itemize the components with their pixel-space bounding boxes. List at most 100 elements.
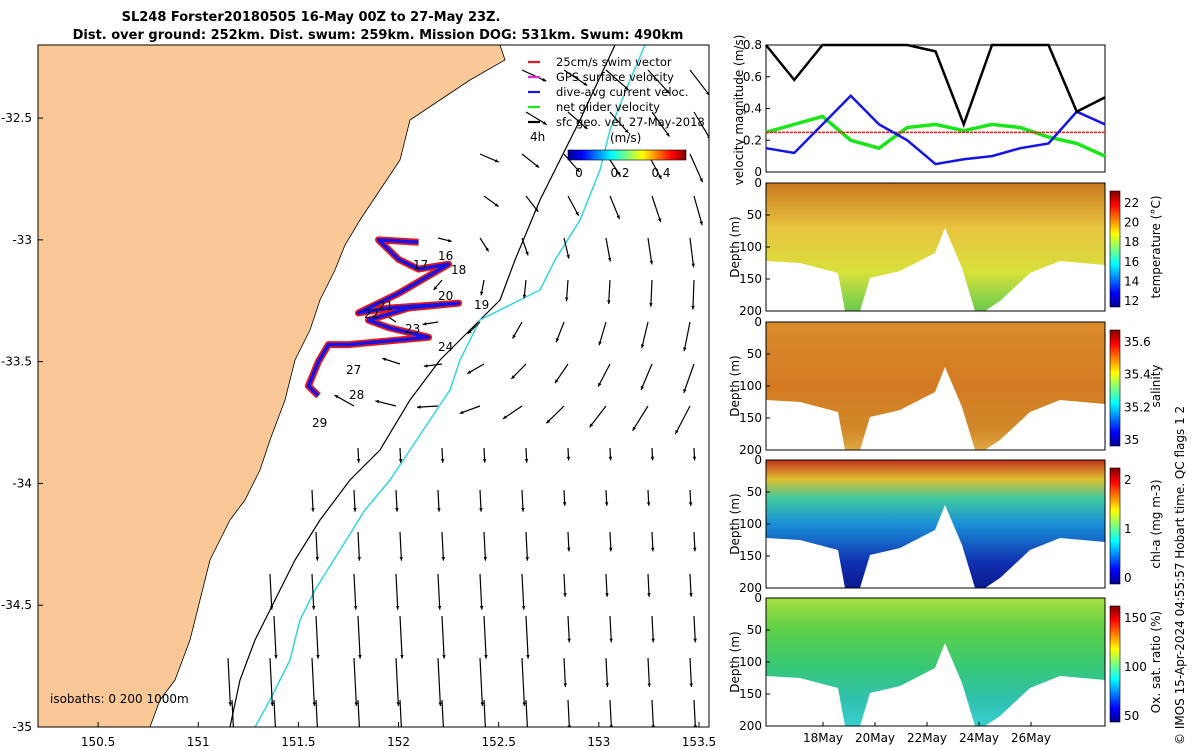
current-arrow (395, 657, 399, 707)
current-arrowhead (675, 429, 679, 434)
depth-tick-label: 0 (754, 176, 762, 190)
current-arrow (693, 615, 696, 643)
track-day-label: 23 (405, 322, 420, 336)
current-arrow (521, 153, 540, 169)
colorbar-title: (m/s) (610, 131, 641, 145)
current-arrow (437, 489, 440, 512)
section-chla-panel: 0 50 100 150 200 Depth (m) 2 1 0 chl-a (mg m-3) (728, 453, 1163, 595)
section-field (766, 460, 1105, 588)
velocity-series-line (765, 114, 1106, 158)
colorbar-tick-label: 35 (1124, 433, 1139, 447)
current-arrow (357, 699, 360, 727)
current-arrow (311, 657, 315, 707)
time-tick-label: 18May (803, 731, 843, 745)
colorbar-label: chl-a (mg m-3) (1149, 479, 1163, 568)
current-arrowhead (441, 556, 445, 561)
time-tick-label: 26May (1011, 731, 1051, 745)
current-arrowhead (440, 458, 445, 463)
colorbar-label: Ox. sat. ratio (%) (1149, 611, 1163, 713)
depth-tick-label: 150 (739, 549, 762, 563)
current-arrow (521, 489, 524, 512)
current-arrow (689, 153, 704, 183)
speed-colorbar (567, 149, 687, 161)
current-vector-field (227, 69, 709, 748)
current-arrowhead (358, 654, 362, 659)
current-arrowhead (423, 364, 428, 368)
map-x-tick-label: 153 (587, 735, 610, 749)
current-arrow (674, 405, 691, 435)
current-arrowhead (554, 379, 559, 384)
current-arrowhead (563, 593, 567, 597)
current-arrow (315, 531, 319, 561)
current-arrowhead (484, 654, 488, 659)
section-colorbar (1109, 190, 1121, 308)
current-arrow (647, 69, 670, 94)
current-arrowhead (607, 300, 611, 304)
depth-tick-label: 100 (739, 379, 762, 393)
current-arrow (689, 69, 709, 96)
current-arrow (640, 363, 653, 391)
section-salinity-panel: 0 50 100 150 200 Depth (m) 35.6 35.4 35.2 35 salin… (728, 315, 1163, 457)
current-arrowhead (357, 556, 361, 561)
current-arrow (395, 573, 399, 610)
current-arrowhead (583, 125, 588, 130)
map-x-axis: 150.5 151 151.5 152 152.5 153 153.5 (81, 722, 716, 749)
current-arrow (315, 699, 318, 727)
current-arrowhead (646, 502, 651, 506)
depth-tick-label: 50 (747, 208, 762, 222)
section-colorbar (1109, 329, 1121, 447)
section-colorbar (1109, 467, 1121, 585)
current-arrow (609, 195, 621, 220)
track-day-label: 17 (413, 258, 428, 272)
colorbar-tick-2: 0.4 (651, 166, 670, 180)
current-arrowhead (316, 654, 320, 659)
current-arrow (521, 69, 547, 82)
current-arrow (692, 279, 695, 310)
current-arrow (311, 489, 314, 512)
velocity-y-tick-label: 0.2 (743, 133, 762, 147)
velocity-y-tick-label: 0.4 (743, 102, 762, 116)
current-arrowhead (398, 458, 403, 463)
current-arrow (605, 237, 611, 262)
current-arrowhead (522, 702, 526, 706)
depth-tick-label: 100 (739, 655, 762, 669)
track-day-label: 18 (451, 263, 466, 277)
section-colorbar (1109, 605, 1121, 723)
velocity-y-tick-label: 0.6 (743, 70, 762, 84)
current-arrowhead (650, 456, 655, 461)
current-arrow (647, 573, 650, 597)
current-arrow (567, 699, 570, 727)
current-arrowhead (353, 605, 358, 610)
current-arrowhead (649, 303, 653, 307)
depth-tick-label: 100 (739, 240, 762, 254)
current-arrowhead (316, 744, 319, 748)
current-arrow (567, 195, 580, 217)
current-arrow (525, 111, 548, 126)
current-arrowhead (467, 329, 472, 334)
depth-tick-label: 200 (739, 304, 762, 318)
current-arrowhead (691, 263, 695, 268)
current-arrowhead (616, 215, 620, 220)
current-arrow (399, 699, 402, 727)
current-arrowhead (482, 458, 487, 463)
section-field (766, 598, 1105, 726)
current-arrowhead (274, 744, 277, 748)
current-arrowhead (693, 638, 697, 643)
legend-label: net glider velocity (556, 100, 660, 114)
current-arrowhead (433, 286, 438, 291)
current-arrowhead (395, 507, 399, 512)
colorbar-tick-label: 35.2 (1124, 400, 1151, 414)
current-arrowhead (479, 507, 483, 512)
current-arrow (567, 615, 570, 643)
colorbar-tick-label: 1 (1124, 522, 1132, 536)
current-arrowhead (483, 556, 487, 561)
current-arrowhead (526, 654, 530, 659)
current-arrowhead (494, 203, 499, 207)
current-arrow (683, 321, 691, 352)
map-x-tick-label: 153.5 (682, 735, 716, 749)
current-arrowhead (598, 382, 602, 387)
current-arrowhead (228, 702, 232, 706)
current-arrowhead (583, 82, 588, 86)
